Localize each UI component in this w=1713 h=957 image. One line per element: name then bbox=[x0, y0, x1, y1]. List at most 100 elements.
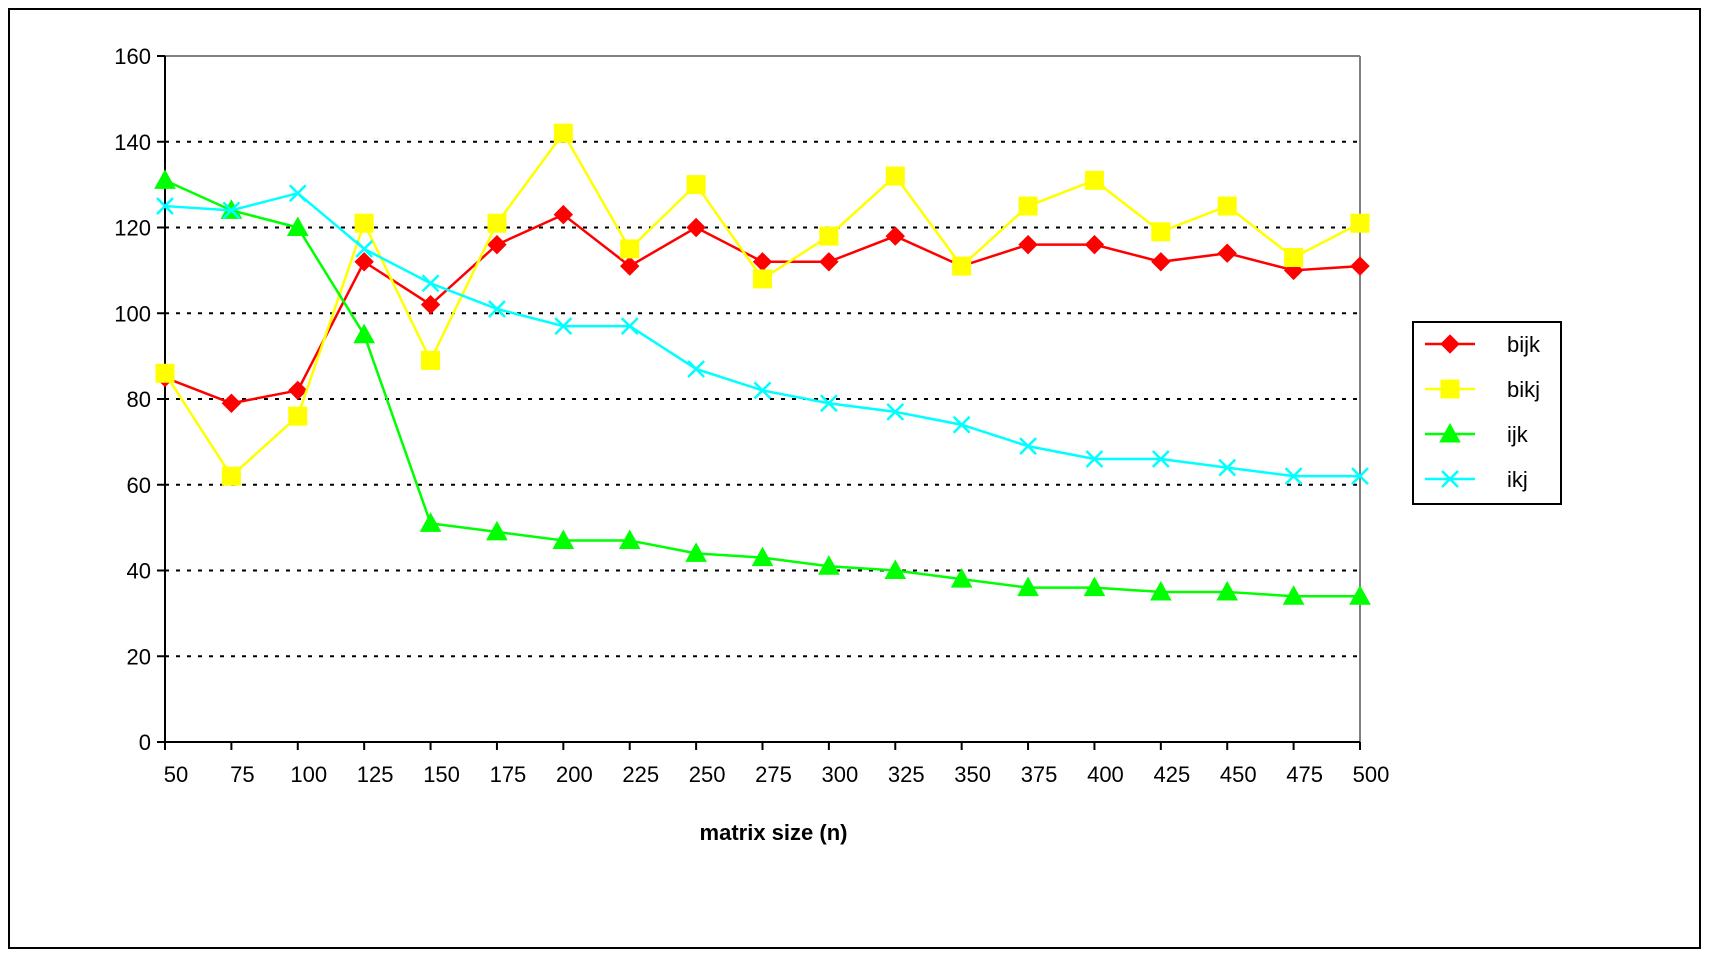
x-tick-label: 500 bbox=[1353, 762, 1390, 787]
data-point bbox=[885, 226, 905, 246]
y-tick-label: 60 bbox=[127, 473, 151, 498]
x-tick-label: 400 bbox=[1087, 762, 1124, 787]
data-point bbox=[818, 555, 840, 575]
series-line bbox=[164, 213, 1361, 405]
data-point bbox=[487, 234, 507, 255]
data-point bbox=[1217, 243, 1237, 263]
data-point bbox=[553, 123, 573, 143]
data-point bbox=[753, 381, 772, 400]
data-point bbox=[355, 240, 374, 258]
x-tick-label: 225 bbox=[622, 762, 659, 787]
data-point bbox=[819, 226, 839, 246]
x-tick-label: 75 bbox=[230, 762, 254, 787]
data-point bbox=[221, 393, 242, 413]
data-point bbox=[686, 217, 706, 238]
data-point bbox=[286, 216, 309, 236]
x-tick-label: 325 bbox=[888, 762, 925, 787]
x-tick-label: 450 bbox=[1220, 762, 1257, 787]
data-point bbox=[620, 256, 640, 276]
data-point bbox=[952, 256, 972, 276]
series-bijk bbox=[155, 204, 1370, 413]
series-ijk bbox=[154, 169, 1371, 605]
data-point bbox=[950, 568, 973, 588]
data-point bbox=[1018, 196, 1038, 216]
legend-item-ikj: ikj bbox=[1425, 467, 1528, 492]
data-point bbox=[354, 252, 374, 272]
series-line bbox=[164, 179, 1360, 598]
y-tick-label: 40 bbox=[127, 559, 151, 584]
data-point bbox=[553, 204, 574, 225]
data-point bbox=[288, 184, 307, 203]
x-tick-label: 150 bbox=[423, 762, 460, 787]
data-point bbox=[1149, 580, 1172, 601]
data-point bbox=[552, 529, 575, 549]
x-tick-label: 375 bbox=[1021, 762, 1058, 787]
data-point bbox=[554, 317, 573, 335]
data-point bbox=[1216, 580, 1239, 601]
data-point bbox=[155, 363, 175, 383]
x-tick-label: 125 bbox=[357, 762, 394, 787]
data-point bbox=[288, 406, 308, 426]
data-point bbox=[1284, 467, 1303, 486]
data-point bbox=[1440, 334, 1460, 354]
series-line bbox=[164, 191, 1360, 478]
y-tick-label: 160 bbox=[114, 44, 151, 69]
data-point bbox=[620, 239, 640, 259]
data-point bbox=[820, 394, 838, 413]
data-point bbox=[488, 300, 506, 318]
data-point bbox=[1019, 437, 1037, 456]
series-layer bbox=[154, 123, 1371, 605]
series-ikj bbox=[156, 184, 1369, 486]
data-point bbox=[1440, 379, 1460, 399]
y-tick-label: 20 bbox=[127, 644, 151, 669]
data-point bbox=[1217, 196, 1237, 216]
y-tick-label: 140 bbox=[114, 130, 151, 155]
data-point bbox=[885, 166, 905, 186]
legend-item-bikj: bikj bbox=[1425, 377, 1540, 402]
legend-item-bijk: bijk bbox=[1425, 332, 1541, 357]
data-point bbox=[1151, 222, 1171, 242]
data-point bbox=[1151, 450, 1170, 468]
data-point bbox=[1350, 256, 1370, 276]
data-point bbox=[221, 466, 241, 486]
data-point bbox=[1084, 170, 1104, 190]
x-tick-label: 175 bbox=[490, 762, 527, 787]
data-point bbox=[353, 323, 376, 344]
y-tick-label: 0 bbox=[139, 730, 151, 755]
data-point bbox=[1151, 252, 1171, 272]
data-point bbox=[1351, 467, 1369, 486]
data-point bbox=[1083, 576, 1106, 597]
data-point bbox=[487, 213, 507, 233]
legend-label: ijk bbox=[1507, 422, 1529, 447]
x-tick-label: 250 bbox=[689, 762, 726, 787]
data-point bbox=[1085, 450, 1104, 468]
legend-label: bikj bbox=[1507, 377, 1540, 402]
data-point bbox=[886, 402, 905, 421]
data-point bbox=[1018, 234, 1038, 255]
data-point bbox=[618, 529, 641, 549]
data-point bbox=[1349, 585, 1371, 605]
data-point bbox=[687, 360, 705, 378]
x-tick-label: 350 bbox=[954, 762, 991, 787]
data-point bbox=[1441, 470, 1459, 488]
y-tick-label: 120 bbox=[114, 216, 151, 241]
x-tick-label: 100 bbox=[290, 762, 327, 787]
data-point bbox=[421, 274, 440, 293]
data-point bbox=[1282, 585, 1305, 605]
data-point bbox=[1017, 576, 1039, 597]
data-point bbox=[685, 542, 707, 562]
data-point bbox=[154, 169, 176, 189]
data-point bbox=[354, 213, 374, 233]
data-point bbox=[952, 415, 971, 434]
data-point bbox=[419, 512, 442, 532]
data-point bbox=[751, 546, 774, 567]
data-point bbox=[486, 520, 508, 541]
gridlines bbox=[165, 55, 1360, 658]
legend-label: ikj bbox=[1507, 467, 1528, 492]
series-bikj bbox=[155, 123, 1370, 486]
data-point bbox=[884, 559, 907, 579]
data-point bbox=[222, 201, 241, 220]
chart-frame: 0 20 40 60 80 100 120 140 160 50 75 100 125 150 175 200… bbox=[8, 8, 1701, 949]
legend-box bbox=[1412, 321, 1562, 505]
data-point bbox=[288, 380, 308, 401]
